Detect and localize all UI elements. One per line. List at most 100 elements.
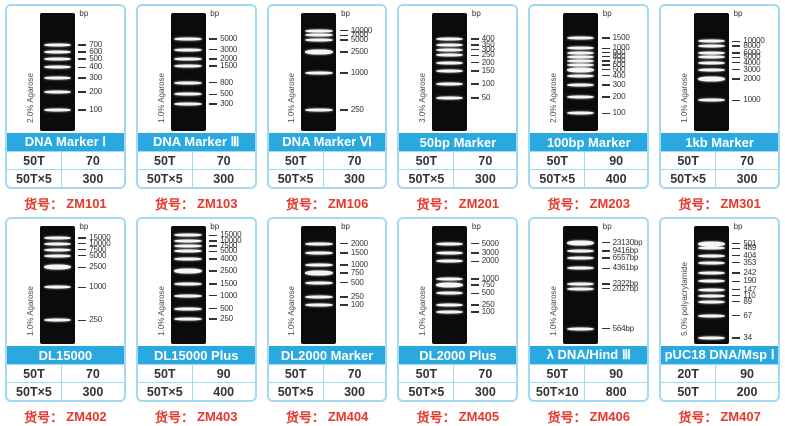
spec-row-2: 50T×5 300 bbox=[399, 382, 517, 400]
catalog-code: ZM407 bbox=[720, 409, 761, 424]
tick-mark bbox=[470, 70, 479, 72]
product-title: DL15000 bbox=[7, 346, 124, 364]
gel-band bbox=[43, 43, 71, 47]
tick-mark bbox=[209, 245, 218, 247]
catalog-number: 货号： ZM201 bbox=[417, 194, 499, 213]
tick-mark bbox=[732, 61, 741, 64]
band-tick: 489 bbox=[732, 244, 756, 252]
tick-mark bbox=[601, 283, 610, 285]
product-title: 100bp Marker bbox=[530, 133, 648, 151]
band-size-label: 5000 bbox=[350, 35, 368, 45]
spec-price-cell: 90 bbox=[740, 366, 754, 381]
gel-band bbox=[43, 76, 71, 80]
band-size-label: 800 bbox=[612, 51, 626, 61]
band-tick: 1000 bbox=[78, 283, 106, 291]
band-size-label: 1000 bbox=[612, 43, 630, 53]
band-size-label: 200 bbox=[89, 87, 102, 97]
band-size-label: 400 bbox=[612, 70, 626, 80]
band-size-label: 2000 bbox=[350, 238, 368, 248]
band-tick: 250 bbox=[209, 315, 233, 323]
catalog-number: 货号： ZM406 bbox=[548, 407, 630, 426]
gel-image: 5.0% polyacrylamide bp 501 489 404 353 242 19… bbox=[661, 219, 778, 346]
band-size-label: 100 bbox=[350, 300, 364, 310]
catalog-code: ZM405 bbox=[458, 409, 500, 424]
catalog-label: 货号： bbox=[285, 410, 325, 425]
bp-unit-label: bp bbox=[210, 222, 220, 231]
tick-mark bbox=[78, 51, 87, 53]
product-card-cell: 1.0% Agarose bp 10000 8000 6000 5000 4000 300… bbox=[654, 0, 785, 213]
gel-lane bbox=[170, 13, 206, 131]
band-size-label: 404 bbox=[743, 250, 757, 260]
tick-mark bbox=[78, 77, 87, 79]
band-size-label: 250 bbox=[481, 50, 495, 60]
spec-price-cell: 300 bbox=[213, 171, 235, 186]
tick-mark bbox=[209, 48, 218, 51]
gel-image: 1.0% Agarose bp 5000 3000 2000 1000 750 500 25… bbox=[399, 219, 517, 346]
spec-row-2: 50T×5 300 bbox=[399, 169, 517, 187]
band-size-label: 500 bbox=[220, 303, 233, 313]
band-tick: 750 bbox=[470, 281, 495, 289]
band-tick: 200 bbox=[601, 92, 626, 101]
spec-row-2: 50T×5 300 bbox=[7, 382, 124, 400]
band-tick: 7500 bbox=[209, 242, 237, 250]
spec-pack-cell: 50T bbox=[7, 365, 62, 382]
tick-mark bbox=[601, 74, 610, 77]
tick-mark bbox=[601, 64, 610, 66]
product-card: 1.0% Agarose bp 23130bp 9416bp 6557bp 4361b… bbox=[528, 217, 650, 402]
tick-mark bbox=[732, 99, 741, 102]
band-tick: 1000 bbox=[209, 290, 238, 300]
band-tick: 700 bbox=[601, 56, 626, 65]
band-size-label: 600 bbox=[89, 46, 102, 56]
gel-matrix-label: 2.0% Agarose bbox=[549, 73, 559, 123]
tick-mark bbox=[470, 311, 479, 313]
band-tick: 7500 bbox=[78, 244, 107, 254]
gel-band bbox=[305, 108, 333, 112]
spec-price-cell: 300 bbox=[82, 171, 104, 186]
tick-mark bbox=[601, 96, 610, 98]
tick-mark bbox=[470, 61, 479, 64]
tick-mark bbox=[78, 44, 87, 46]
band-tick: 1000 bbox=[601, 43, 630, 53]
gel-lane bbox=[693, 13, 729, 131]
catalog-code: ZM103 bbox=[197, 196, 238, 211]
catalog-code: ZM106 bbox=[327, 196, 369, 211]
spec-row-1: 50T 70 bbox=[399, 364, 517, 382]
band-size-label: 1000 bbox=[220, 290, 238, 300]
spec-price-cell: 300 bbox=[474, 171, 496, 186]
tick-mark bbox=[209, 318, 218, 320]
band-size-label: 250 bbox=[350, 104, 364, 114]
band-size-label: 2500 bbox=[220, 265, 238, 275]
band-tick: 200 bbox=[470, 58, 495, 67]
band-size-label: 110 bbox=[743, 290, 756, 300]
gel-band bbox=[174, 92, 202, 96]
tick-mark bbox=[732, 294, 741, 297]
band-tick: 4361bp bbox=[601, 264, 638, 272]
gel-band bbox=[305, 242, 333, 246]
gel-band bbox=[43, 285, 71, 289]
band-tick: 250 bbox=[339, 292, 364, 301]
tick-mark bbox=[78, 91, 87, 93]
band-tick: 400 bbox=[601, 70, 626, 80]
band-tick: 2500 bbox=[209, 265, 238, 275]
spec-row-1: 50T 70 bbox=[137, 151, 255, 169]
band-tick: 100 bbox=[470, 79, 495, 88]
gel-band bbox=[566, 240, 595, 246]
spec-row-1: 50T 70 bbox=[268, 151, 386, 169]
band-tick: 190 bbox=[732, 277, 756, 285]
tick-mark bbox=[732, 45, 741, 47]
band-size-label: 23130bp bbox=[612, 237, 643, 247]
product-title: DL2000 Plus bbox=[399, 346, 517, 364]
spec-price-cell: 70 bbox=[85, 366, 100, 381]
tick-mark bbox=[339, 252, 348, 254]
band-size-label: 67 bbox=[743, 310, 752, 320]
band-size-label: 501 bbox=[743, 238, 757, 248]
band-tick: 300 bbox=[601, 80, 626, 89]
product-card-cell: 2.0% Agarose bp 1500 1000 900 800 700 600 500 4… bbox=[523, 0, 654, 213]
band-tick: 250 bbox=[339, 104, 364, 114]
tick-mark bbox=[209, 103, 218, 105]
bp-unit-label: bp bbox=[733, 9, 743, 18]
band-tick: 67 bbox=[732, 310, 752, 320]
band-size-label: 7500 bbox=[89, 244, 107, 254]
band-size-label: 50 bbox=[481, 92, 491, 102]
product-title: pUC18 DNA/Msp Ⅰ bbox=[661, 346, 778, 364]
